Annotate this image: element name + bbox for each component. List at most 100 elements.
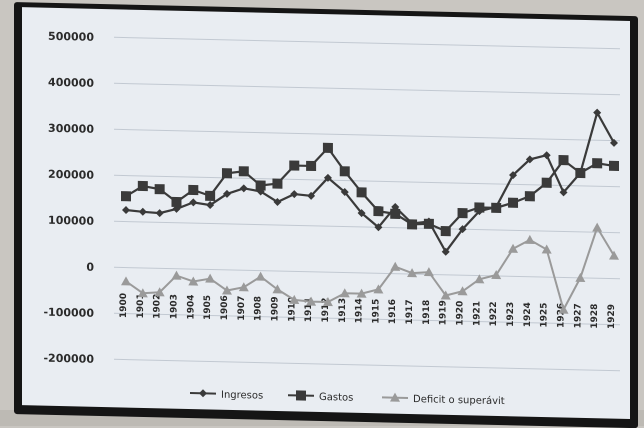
monitor-bezel: 500000 400000 300000 200000 100000 0 -100000 -2…	[14, 2, 638, 428]
data-point	[592, 222, 603, 232]
x-tick-label: 1927	[573, 303, 583, 328]
data-point	[199, 389, 207, 398]
gridline	[114, 312, 620, 326]
data-point	[609, 160, 619, 172]
gridline	[114, 358, 620, 372]
data-point	[357, 209, 366, 218]
data-point	[205, 190, 216, 201]
data-point	[407, 219, 418, 230]
series-deficit-o-super-vit	[121, 222, 619, 314]
x-tick-label: 1903	[169, 294, 179, 319]
data-point	[541, 177, 552, 188]
data-point	[137, 288, 148, 298]
data-point	[508, 197, 519, 208]
x-tick-label: 1918	[422, 300, 432, 325]
x-tick-label: 1929	[607, 304, 617, 329]
data-point	[205, 273, 216, 283]
data-point	[441, 247, 450, 256]
data-point	[306, 296, 317, 306]
data-point	[154, 287, 165, 297]
data-point	[121, 191, 131, 202]
data-point	[474, 202, 485, 213]
data-point	[559, 188, 568, 197]
data-point	[221, 285, 232, 295]
series-gastos	[121, 142, 619, 237]
data-point	[137, 180, 148, 192]
y-tick-label: -100000	[44, 306, 95, 320]
monitor-screen: 500000 400000 300000 200000 100000 0 -100000 -2…	[22, 7, 630, 419]
data-point	[390, 261, 401, 271]
data-point	[407, 268, 418, 278]
data-point	[524, 234, 535, 245]
data-point	[322, 142, 333, 154]
data-point	[188, 276, 199, 286]
y-axis: 500000 400000 300000 200000 100000 0 -100000 -2…	[44, 30, 95, 366]
data-point	[509, 171, 518, 180]
grid-lines	[114, 36, 620, 372]
gridline	[114, 82, 620, 96]
data-point	[558, 155, 569, 166]
data-point	[322, 297, 333, 307]
x-tick-label: 1915	[371, 299, 381, 324]
x-tick-label: 1911	[304, 297, 314, 322]
data-point	[239, 184, 248, 193]
data-point	[593, 108, 602, 117]
data-point	[221, 168, 232, 179]
data-point	[474, 274, 485, 284]
data-point	[273, 197, 282, 206]
data-point	[373, 284, 384, 294]
x-tick-label: 1900	[119, 293, 129, 318]
data-point	[138, 207, 147, 216]
x-tick-label: 1925	[540, 302, 550, 327]
x-tick-label: 1901	[136, 293, 146, 318]
data-point	[423, 267, 434, 277]
data-point	[558, 304, 569, 314]
x-tick-label: 1920	[456, 300, 466, 325]
data-point	[356, 288, 367, 298]
gridline	[114, 128, 620, 142]
x-tick-label: 1922	[489, 301, 499, 326]
data-point	[592, 158, 603, 169]
data-point	[390, 392, 400, 402]
data-point	[238, 166, 249, 177]
data-point	[155, 209, 164, 218]
data-point	[508, 243, 519, 253]
x-tick-label: 1904	[186, 294, 196, 319]
x-axis: 1900 1901 1902 1903 1904 1905 1906 1907 1908 1909…	[119, 293, 617, 329]
data-point	[188, 184, 199, 196]
line-chart: 500000 400000 300000 200000 100000 0 -100000 -2…	[44, 30, 620, 407]
data-point	[524, 191, 535, 202]
x-tick-label: 1909	[270, 296, 280, 321]
gridline	[114, 174, 620, 188]
data-point	[296, 390, 306, 401]
data-point	[457, 207, 468, 219]
legend-label: Ingresos	[221, 390, 263, 402]
data-point	[340, 188, 349, 197]
y-tick-label: 0	[86, 261, 94, 274]
series-line	[125, 109, 615, 254]
data-point	[290, 190, 299, 199]
data-point	[541, 244, 552, 254]
data-point	[171, 196, 182, 208]
data-point	[121, 276, 131, 286]
data-point	[272, 284, 283, 294]
x-tick-label: 1914	[355, 298, 365, 323]
data-point	[339, 166, 350, 177]
legend: Ingresos Gastos Deficit o superávit	[190, 389, 505, 407]
x-tick-label: 1910	[287, 297, 297, 322]
x-tick-label: 1905	[203, 295, 213, 320]
data-point	[457, 286, 468, 296]
legend-item: Deficit o superávit	[382, 392, 505, 407]
data-point	[289, 294, 300, 304]
series-lines	[121, 108, 619, 314]
x-tick-label: 1917	[405, 299, 415, 324]
gridline	[114, 266, 620, 280]
data-point	[491, 202, 502, 213]
data-point	[122, 206, 130, 215]
data-point	[609, 250, 619, 260]
y-tick-label: 100000	[48, 214, 94, 228]
x-tick-label: 1924	[523, 302, 533, 327]
y-tick-label: 400000	[48, 76, 94, 90]
legend-item: Gastos	[288, 390, 353, 404]
x-tick-label: 1906	[220, 295, 230, 320]
